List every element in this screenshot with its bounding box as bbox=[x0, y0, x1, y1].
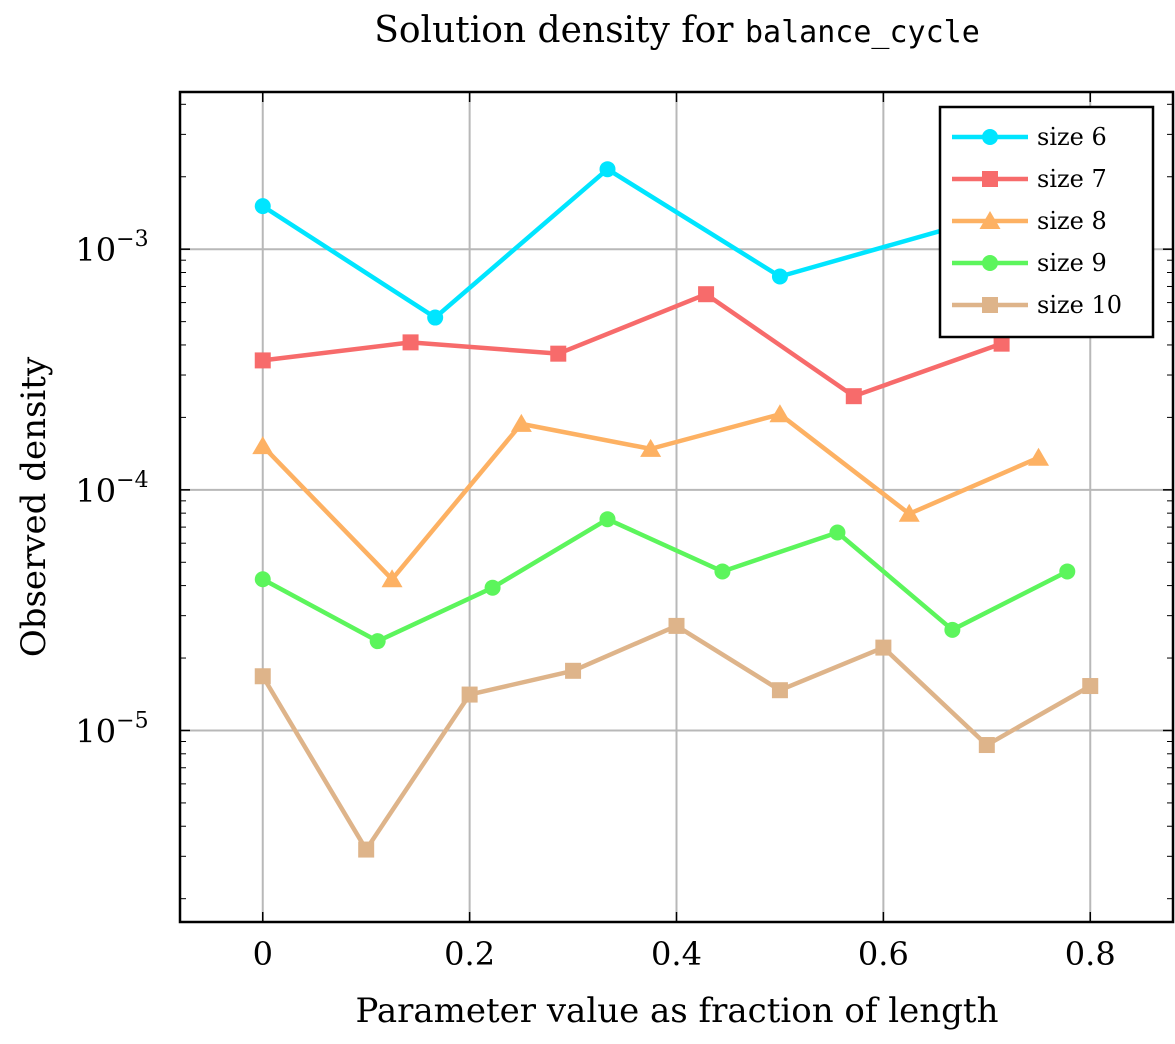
legend-item: size 7 bbox=[952, 165, 1107, 193]
data-point bbox=[698, 286, 715, 303]
data-point bbox=[898, 503, 920, 522]
data-point bbox=[714, 563, 731, 580]
y-tick-label: 10−5 bbox=[75, 708, 148, 750]
data-point bbox=[369, 633, 386, 650]
plot-series bbox=[252, 161, 1099, 858]
series-line bbox=[262, 291, 1003, 399]
series-line bbox=[261, 516, 1069, 644]
y-tick-label: 10−3 bbox=[75, 227, 148, 269]
legend-marker bbox=[982, 171, 998, 187]
legend-label: size 8 bbox=[1037, 207, 1107, 235]
legend-item: size 9 bbox=[952, 249, 1107, 277]
data-point bbox=[461, 686, 478, 703]
data-point bbox=[599, 161, 616, 178]
data-point bbox=[771, 268, 788, 285]
y-tick-labels: 10−310−410−5 bbox=[75, 227, 148, 750]
y-tick-exponent: −3 bbox=[116, 227, 148, 252]
data-point bbox=[769, 404, 791, 423]
x-tick-label: 0.2 bbox=[444, 935, 495, 973]
legend-label: size 9 bbox=[1037, 249, 1107, 277]
legend-marker bbox=[982, 255, 998, 271]
data-point bbox=[978, 737, 995, 754]
data-point bbox=[402, 334, 419, 351]
data-point bbox=[510, 413, 532, 432]
x-axis-label: Parameter value as fraction of length bbox=[356, 991, 999, 1031]
data-point bbox=[358, 841, 375, 858]
data-point bbox=[254, 352, 271, 369]
data-point bbox=[668, 617, 685, 634]
data-point bbox=[252, 436, 274, 455]
data-point bbox=[829, 524, 846, 541]
x-tick-label: 0.8 bbox=[1065, 935, 1116, 973]
data-point bbox=[381, 569, 403, 588]
data-point bbox=[254, 668, 271, 685]
x-tick-labels: 0 0.2 0.4 0.6 0.8 bbox=[253, 935, 1116, 973]
data-point bbox=[599, 511, 616, 528]
y-tick-exponent: −5 bbox=[116, 708, 148, 733]
y-tick-base: 10 bbox=[75, 231, 116, 269]
legend-label: size 6 bbox=[1037, 123, 1107, 151]
y-tick-label: 10−4 bbox=[75, 468, 148, 510]
legend-label: size 10 bbox=[1037, 291, 1122, 319]
data-point bbox=[944, 621, 961, 638]
chart-title-code: balance_cycle bbox=[745, 15, 980, 50]
legend-item: size 8 bbox=[952, 207, 1107, 235]
series-size-8 bbox=[252, 404, 1050, 588]
data-point bbox=[1028, 447, 1050, 466]
legend-item: size 10 bbox=[952, 291, 1122, 319]
legend-items: size 6 size 7 size 8 size 9 size 10 bbox=[952, 123, 1122, 319]
data-point bbox=[771, 682, 788, 699]
data-point bbox=[875, 639, 892, 656]
legend: size 6 size 7 size 8 size 9 size 10 bbox=[938, 105, 1155, 339]
data-point bbox=[1082, 678, 1099, 695]
chart-title: Solution density for balance_cycle bbox=[374, 10, 980, 51]
data-point bbox=[993, 335, 1010, 352]
data-point bbox=[1059, 563, 1076, 580]
series-line bbox=[261, 166, 953, 320]
data-point bbox=[565, 662, 582, 679]
data-point bbox=[427, 309, 444, 326]
legend-label: size 7 bbox=[1037, 165, 1107, 193]
series-size-9 bbox=[254, 511, 1076, 650]
x-tick-label: 0.4 bbox=[651, 935, 702, 973]
x-tick-label: 0.6 bbox=[858, 935, 909, 973]
data-point bbox=[640, 438, 662, 457]
data-point bbox=[254, 571, 271, 588]
legend-marker bbox=[979, 211, 1001, 229]
legend-item: size 6 bbox=[952, 123, 1107, 151]
data-point bbox=[845, 388, 862, 405]
data-point bbox=[254, 198, 271, 215]
y-axis-label: Observed density bbox=[14, 356, 54, 657]
data-point bbox=[484, 579, 501, 596]
y-tick-exponent: −4 bbox=[116, 468, 148, 493]
data-point bbox=[550, 345, 567, 362]
series-size-10 bbox=[254, 617, 1099, 858]
series-size-6 bbox=[254, 161, 961, 326]
chart-title-prefix: Solution density for bbox=[374, 10, 745, 51]
series-size-7 bbox=[254, 286, 1010, 405]
legend-marker bbox=[982, 129, 998, 145]
x-tick-label: 0 bbox=[253, 935, 273, 973]
plot-frame bbox=[178, 90, 1175, 924]
y-tick-base: 10 bbox=[75, 472, 116, 510]
y-tick-base: 10 bbox=[75, 712, 116, 750]
legend-marker bbox=[982, 297, 998, 313]
